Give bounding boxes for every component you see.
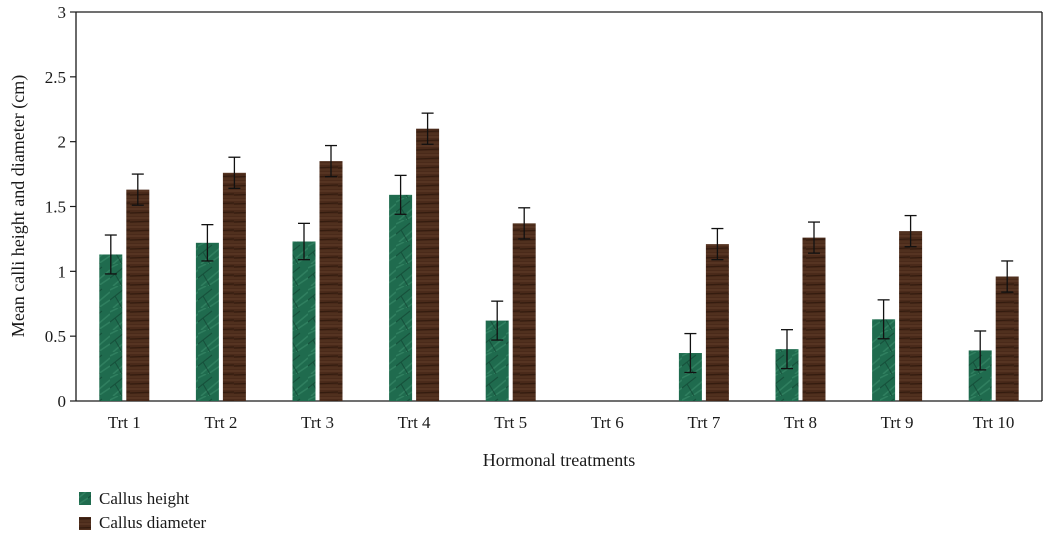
bar-group <box>99 112 1019 401</box>
x-tick-label: Trt 10 <box>973 413 1014 432</box>
x-tick-label: Trt 6 <box>591 413 624 432</box>
bar-callus-diameter <box>899 231 923 401</box>
bar-callus-height <box>99 254 123 401</box>
y-tick-label: 3 <box>58 3 67 22</box>
x-tick-label: Trt 4 <box>398 413 431 432</box>
x-tick-label: Trt 9 <box>881 413 914 432</box>
legend-label-callus-diameter: Callus diameter <box>99 513 207 532</box>
bar-callus-height <box>195 242 219 401</box>
y-tick-label: 1 <box>58 262 67 281</box>
bar-callus-diameter <box>512 223 536 401</box>
bar-callus-height <box>968 350 992 401</box>
bar-callus-diameter <box>416 128 440 401</box>
x-tick-label: Trt 1 <box>108 413 141 432</box>
x-tick-label: Trt 2 <box>204 413 237 432</box>
x-tick-label: Trt 5 <box>494 413 527 432</box>
x-axis-title: Hormonal treatments <box>483 450 635 470</box>
bar-callus-diameter <box>802 237 826 401</box>
x-tick-group: Trt 1 Trt 2 Trt 3 Trt 4 Trt 5 Trt 6 Trt 7 Trt 8… <box>108 413 1015 432</box>
x-tick-label: Trt 8 <box>784 413 817 432</box>
bar-callus-height <box>775 349 799 401</box>
bar-callus-diameter <box>126 189 150 401</box>
y-tick-label: 2.5 <box>45 68 66 87</box>
y-tick-label: 0 <box>58 392 67 411</box>
bar-callus-diameter <box>705 244 729 401</box>
bar-callus-diameter <box>995 276 1019 401</box>
y-tick-group: 0 0.5 1 1.5 2 2.5 3 <box>45 3 76 411</box>
y-tick-label: 0.5 <box>45 327 66 346</box>
legend-swatch-callus-height <box>79 492 91 505</box>
y-tick-label: 1.5 <box>45 198 66 217</box>
bar-callus-diameter <box>319 161 343 401</box>
bar-callus-height <box>872 319 896 401</box>
bar-callus-height <box>389 194 413 401</box>
bar-callus-diameter <box>222 172 246 401</box>
x-tick-label: Trt 7 <box>687 413 720 432</box>
legend-swatch-callus-diameter <box>79 517 91 530</box>
bar-callus-height <box>678 353 702 401</box>
legend: Callus height Callus diameter <box>79 489 207 532</box>
y-axis-title: Mean calli height and diameter (cm) <box>8 75 29 337</box>
y-tick-label: 2 <box>58 133 67 152</box>
bar-callus-height <box>292 241 316 401</box>
x-tick-label: Trt 3 <box>301 413 334 432</box>
legend-label-callus-height: Callus height <box>99 489 189 508</box>
